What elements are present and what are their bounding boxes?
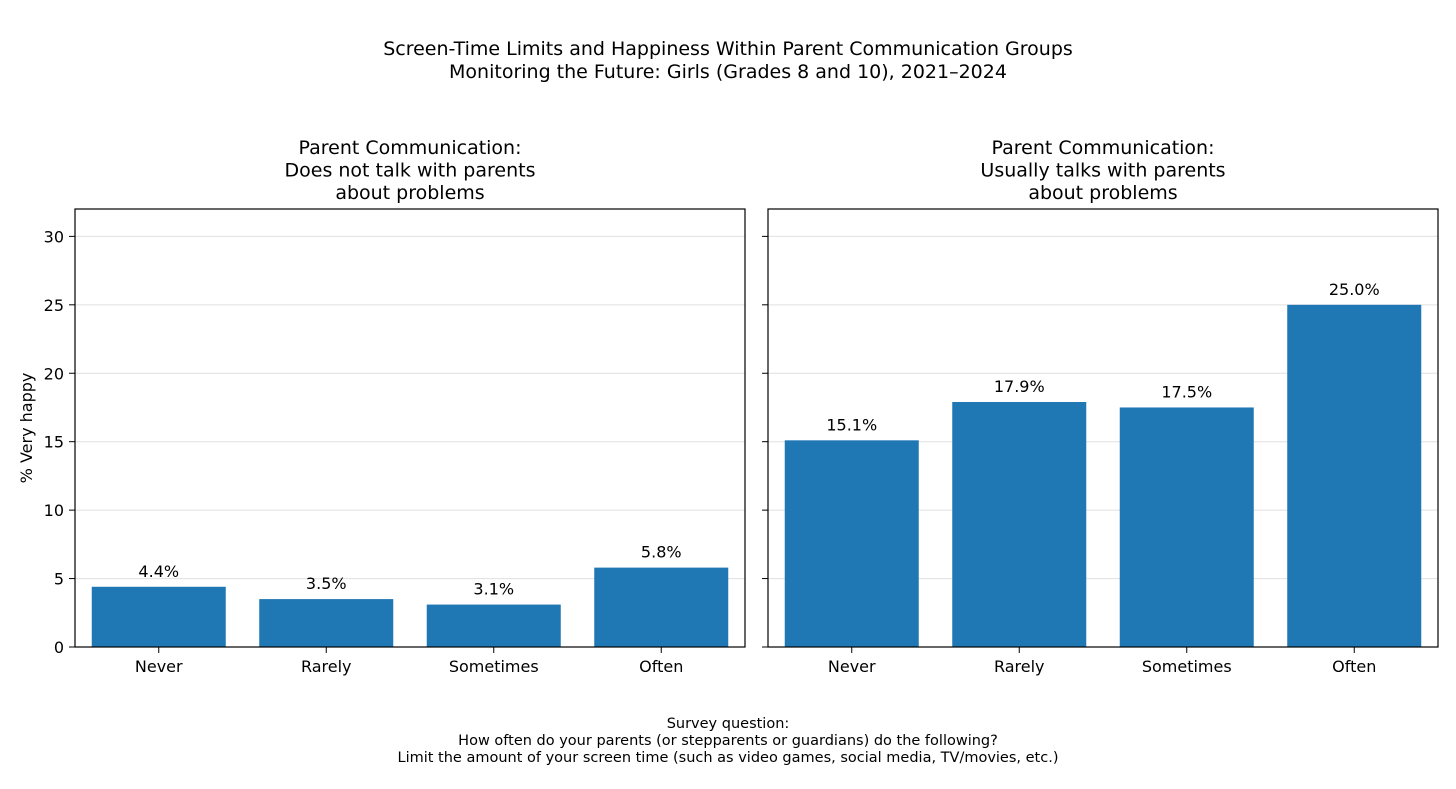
bar-sometimes [426, 604, 561, 647]
footer-line-2: How often do your parents (or stepparent… [458, 733, 998, 749]
panel-right-title-line-3: about problems [1028, 182, 1177, 204]
bar-value-label: 5.8% [641, 543, 682, 562]
bar-value-label: 17.5% [1161, 382, 1212, 401]
panel-left-title-line-2: Does not talk with parents [285, 160, 536, 182]
panel-right-title-line-1: Parent Communication: [991, 137, 1214, 159]
y-tick-label: 15 [44, 433, 64, 452]
bar-value-label: 25.0% [1329, 280, 1380, 299]
figure-title-line-1: Screen-Time Limits and Happiness Within … [383, 38, 1073, 60]
figure-title-line-2: Monitoring the Future: Girls (Grades 8 a… [449, 61, 1007, 83]
footer-line-3: Limit the amount of your screen time (su… [398, 750, 1059, 766]
y-tick-label: 0 [54, 638, 64, 657]
x-tick-label: Never [828, 657, 876, 676]
bar-value-label: 3.5% [306, 574, 347, 593]
x-tick-label: Sometimes [449, 657, 539, 676]
bar-never [91, 586, 226, 647]
panel-left-title-line-1: Parent Communication: [298, 137, 521, 159]
bar-rarely [259, 599, 394, 647]
x-tick-label: Sometimes [1142, 657, 1232, 676]
x-tick-label: Rarely [301, 657, 352, 676]
y-tick-label: 30 [44, 227, 64, 246]
chart-panel-left: Parent Communication:Does not talk with … [17, 137, 746, 676]
panel-left-title-line-3: about problems [335, 182, 484, 204]
chart-panel-right: Parent Communication:Usually talks with … [762, 137, 1439, 676]
y-tick-label: 10 [44, 501, 64, 520]
bar-value-label: 15.1% [826, 415, 877, 434]
x-tick-label: Never [135, 657, 183, 676]
y-tick-label: 5 [54, 570, 64, 589]
x-tick-label: Rarely [994, 657, 1045, 676]
bar-value-label: 4.4% [138, 562, 179, 581]
y-tick-label: 25 [44, 296, 64, 315]
bar-sometimes [1119, 407, 1254, 647]
x-tick-label: Often [1332, 657, 1376, 676]
footer-line-1: Survey question: [667, 716, 790, 732]
plot-frame [767, 208, 1439, 648]
y-axis-label: % Very happy [17, 373, 36, 484]
bar-never [784, 440, 919, 647]
x-tick-label: Often [639, 657, 683, 676]
panel-right-title-line-2: Usually talks with parents [980, 160, 1225, 182]
bar-rarely [952, 401, 1087, 647]
bar-often [1287, 304, 1422, 647]
y-tick-label: 20 [44, 364, 64, 383]
bar-value-label: 17.9% [994, 377, 1045, 396]
plot-frame [74, 208, 746, 648]
bar-often [594, 567, 729, 647]
bar-value-label: 3.1% [473, 580, 514, 599]
